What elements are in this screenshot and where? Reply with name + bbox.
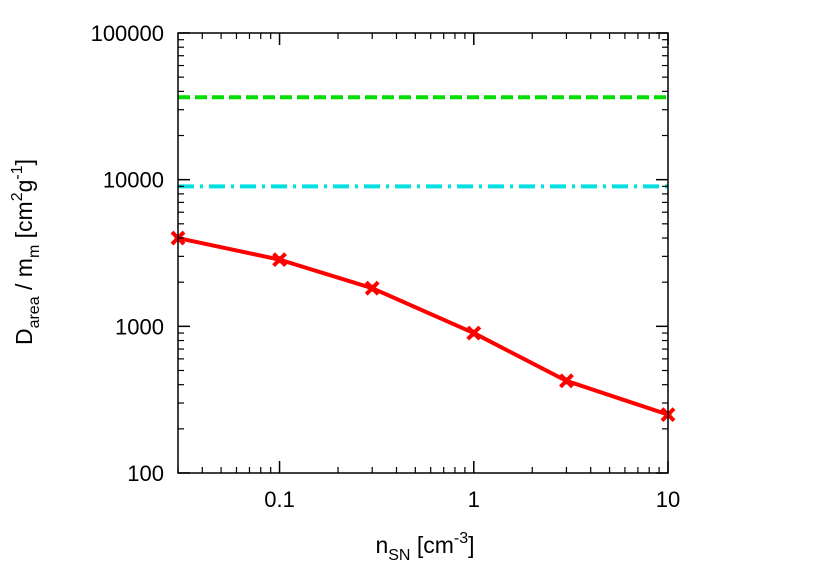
marker-center <box>276 256 284 264</box>
marker-center <box>368 284 376 292</box>
x-tick-label: 0.1 <box>264 487 295 512</box>
plot-frame <box>177 32 669 474</box>
y-tick-label: 1000 <box>115 314 164 339</box>
marker-center <box>562 377 570 385</box>
series-layer <box>170 95 676 423</box>
axis-layer: 0.1 1 10 100 1000 10000 100000 <box>91 21 681 512</box>
y-tick-label: 10000 <box>103 168 164 193</box>
y-tick-label: 100 <box>127 461 164 486</box>
series-0-point <box>364 280 380 296</box>
y-tick-label: 100000 <box>91 21 164 46</box>
series-0-point <box>272 252 287 268</box>
label-layer: nSN [cm-3] Darea / mm [cm2g-1] <box>9 159 475 564</box>
series-0-point <box>559 373 574 389</box>
series-0-line <box>177 236 669 417</box>
x-tick-label: 1 <box>468 487 480 512</box>
x-tick-label: 10 <box>656 487 680 512</box>
series-0-point <box>466 325 482 341</box>
marker-center <box>470 329 478 337</box>
x-axis-label: nSN [cm-3] <box>375 530 474 564</box>
y-axis-label: Darea / mm [cm2g-1] <box>9 159 43 345</box>
